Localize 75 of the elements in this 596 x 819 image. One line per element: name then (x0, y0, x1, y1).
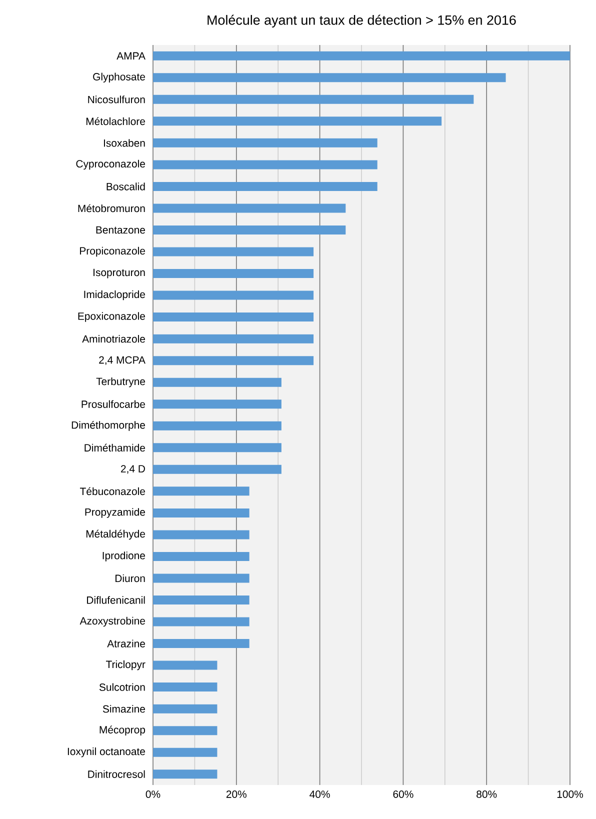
y-tick-label: Tébuconazole (80, 487, 145, 496)
bar (153, 639, 250, 648)
bar (153, 400, 282, 409)
x-tick-label: 20% (226, 790, 246, 798)
bar (153, 596, 250, 604)
bar (153, 312, 314, 322)
y-tick-label: Propiconazole (80, 246, 145, 257)
bar (153, 770, 218, 779)
y-tick-label: 2,4 D (121, 465, 145, 474)
x-tick-label: 40% (310, 790, 330, 798)
y-tick-label: Diflufenicanil (87, 596, 145, 604)
y-tick-label: Métaldéhyde (86, 530, 145, 540)
y-tick-label: Terbutryne (96, 377, 146, 388)
y-tick-label: Métobromuron (78, 204, 145, 212)
bar (153, 94, 474, 104)
bar (153, 464, 282, 474)
y-tick-label: Iprodione (102, 552, 145, 562)
bar (153, 73, 506, 82)
x-tick-label: 100% (557, 790, 583, 798)
y-tick-label: Azoxystrobine (80, 616, 145, 627)
bar (153, 726, 218, 736)
bar (153, 160, 378, 170)
y-tick-label: Imidaclopride (84, 290, 145, 300)
y-tick-label: Isoproturon (94, 268, 145, 278)
y-tick-label: Diméthamide (84, 444, 145, 452)
y-tick-label: Diuron (116, 574, 145, 582)
bar (153, 574, 250, 583)
bar (153, 617, 250, 626)
y-tick-label: 2,4 MCPA (99, 356, 146, 365)
bar (153, 486, 250, 496)
bar (153, 138, 378, 148)
y-tick-label: Simazine (102, 704, 145, 713)
y-tick-label: Prosulfocarbe (82, 400, 145, 408)
bar (153, 682, 218, 692)
y-tick-label: Nicosulfuron (88, 96, 145, 104)
y-tick-label: Métolachlore (86, 117, 145, 126)
bar (153, 704, 218, 714)
y-tick-label: Sulcotrion (99, 683, 145, 691)
y-tick-label: Glyphosate (93, 72, 145, 83)
y-tick-label: Epoxiconazole (78, 312, 145, 322)
bar (153, 660, 218, 670)
bar (153, 51, 570, 60)
y-tick-label: Cyproconazole (76, 160, 145, 170)
bar (153, 421, 282, 430)
bar (153, 116, 442, 126)
y-tick-label: Diméthomorphe (72, 420, 145, 431)
bar (153, 226, 346, 234)
y-tick-label: Triclopyr (106, 660, 146, 670)
x-tick-label: 0% (146, 790, 160, 798)
bar (153, 247, 314, 256)
y-tick-label: Bentazone (96, 226, 145, 234)
bar (153, 290, 314, 300)
y-tick-label: Boscalid (106, 182, 145, 190)
bar (153, 378, 282, 387)
x-tick-label: 60% (393, 790, 414, 798)
x-tick-label: 80% (476, 790, 497, 798)
bar (153, 182, 378, 191)
y-tick-label: Atrazine (107, 640, 145, 648)
bar (153, 204, 346, 213)
bar (153, 443, 282, 452)
y-tick-label: Aminotriazole (82, 334, 145, 343)
y-tick-label: Mécoprop (100, 726, 146, 736)
y-tick-label: Propyzamide (85, 508, 145, 518)
y-tick-label: Ioxynil octanoate (68, 747, 145, 758)
bar (153, 530, 250, 540)
y-tick-label: AMPA (116, 52, 146, 60)
bar (153, 508, 250, 518)
y-tick-label: Isoxaben (104, 139, 145, 147)
bar (153, 334, 314, 344)
y-tick-label: Dinitrocresol (88, 770, 145, 778)
bar (153, 748, 218, 757)
bar (153, 552, 250, 561)
bar (153, 269, 314, 278)
chart-title: Molécule ayant un taux de détection > 15% en 2016 (208, 14, 516, 28)
bar (153, 356, 314, 366)
